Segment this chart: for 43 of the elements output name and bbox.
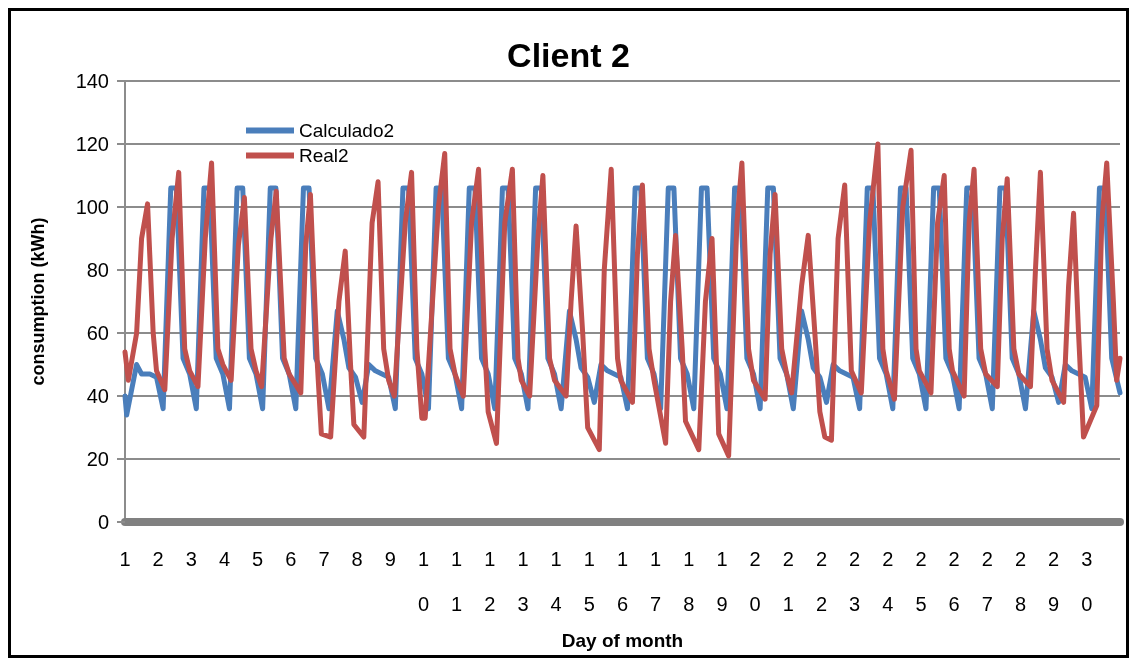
x-tick-label: 2 7 xyxy=(981,547,993,615)
x-tick-label: 2 3 xyxy=(849,547,861,615)
x-tick-label: 2 6 xyxy=(948,547,960,615)
x-tick-label: 1 6 xyxy=(616,547,629,615)
x-tick-label: 7 xyxy=(318,547,330,570)
x-tick-label: 2 9 xyxy=(1048,547,1060,615)
y-tick-label: 60 xyxy=(86,322,109,345)
y-tick-label: 80 xyxy=(86,259,109,282)
x-tick-label: 1 3 xyxy=(517,547,529,615)
legend-label: Calculado2 xyxy=(299,120,395,141)
x-tick-label: 1 2 xyxy=(484,547,496,615)
y-tick-label: 0 xyxy=(97,511,109,534)
x-tick-label: 3 xyxy=(185,547,197,570)
x-tick-label: 9 xyxy=(384,547,396,570)
x-tick-label: 2 2 xyxy=(815,547,828,615)
x-tick-label: 1 xyxy=(119,547,131,570)
y-tick-label: 20 xyxy=(86,448,109,471)
x-tick-label: 2 1 xyxy=(782,547,794,615)
x-tick-label: 2 4 xyxy=(882,547,894,615)
x-tick-label: 1 9 xyxy=(716,547,728,615)
y-tick-label: 140 xyxy=(75,70,109,92)
y-tick-label: 100 xyxy=(75,196,109,219)
x-tick-label: 3 0 xyxy=(1081,547,1093,615)
x-tick-label: 1 7 xyxy=(650,547,662,615)
x-tick-label: 2 0 xyxy=(749,547,761,615)
x-tick-label: 1 4 xyxy=(550,547,562,615)
x-tick-label: 2 5 xyxy=(915,547,927,615)
x-axis-title: Day of month xyxy=(561,630,684,651)
legend-label: Real2 xyxy=(299,145,349,166)
x-tick-label: 5 xyxy=(252,547,264,570)
x-tick-label: 2 8 xyxy=(1014,547,1027,615)
x-tick-label: 6 xyxy=(285,547,297,570)
x-tick-label: 8 xyxy=(351,547,363,570)
y-tick-label: 120 xyxy=(75,133,109,156)
x-tick-label: 1 5 xyxy=(583,547,595,615)
chart-title: Client 2 xyxy=(507,36,630,74)
x-tick-label: 1 8 xyxy=(683,547,695,615)
y-tick-label: 40 xyxy=(86,385,109,408)
x-tick-label: 1 1 xyxy=(451,547,463,615)
x-tick-label: 4 xyxy=(218,547,231,570)
x-tick-label: 2 xyxy=(152,547,164,570)
y-axis-title: consumption (kWh) xyxy=(28,217,48,386)
x-tick-label: 1 0 xyxy=(417,547,430,615)
